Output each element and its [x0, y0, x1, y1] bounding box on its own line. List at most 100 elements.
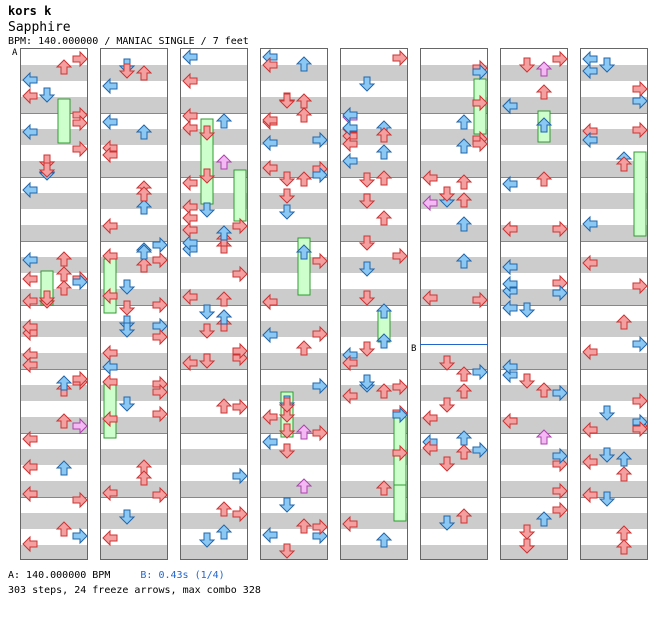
blue-arrow-icon: [455, 114, 473, 130]
blue-arrow-icon: [295, 244, 313, 260]
blue-arrow-icon: [182, 49, 198, 66]
red-arrow-icon: [72, 140, 87, 158]
measure-line: [421, 433, 487, 434]
blue-arrow-icon: [455, 138, 473, 154]
red-arrow-icon: [198, 125, 216, 141]
red-arrow-icon: [198, 323, 216, 339]
red-arrow-icon: [72, 50, 87, 68]
red-arrow-icon: [615, 314, 633, 330]
red-arrow-icon: [455, 508, 473, 524]
measure-line: [581, 305, 647, 306]
red-arrow-icon: [358, 193, 376, 209]
blue-arrow-icon: [502, 358, 518, 376]
measure-line: [501, 113, 567, 114]
red-arrow-icon: [72, 370, 87, 388]
measure-line: [581, 433, 647, 434]
blue-arrow-icon: [22, 71, 38, 89]
chart-stats: 303 steps, 24 freeze arrows, max combo 3…: [8, 585, 261, 596]
measure-line: [341, 497, 407, 498]
chart-meta: BPM: 140.000000 / MANIAC SINGLE / 7 feet: [8, 36, 249, 47]
measure-line: [501, 177, 567, 178]
red-arrow-icon: [455, 192, 473, 208]
red-arrow-icon: [278, 188, 296, 204]
red-arrow-icon: [215, 398, 233, 414]
blue-arrow-icon: [582, 215, 598, 233]
arrow-layer: [102, 58, 167, 547]
red-arrow-icon: [152, 251, 167, 269]
red-arrow-icon: [518, 373, 536, 389]
red-arrow-icon: [535, 171, 553, 187]
measure-line: [421, 113, 487, 114]
arrow-layer: [422, 59, 487, 531]
blue-arrow-icon: [135, 199, 153, 215]
red-arrow-icon: [312, 424, 327, 442]
blue-arrow-icon: [295, 56, 313, 72]
measure-line: [101, 177, 167, 178]
red-arrow-icon: [438, 397, 456, 413]
red-arrow-icon: [392, 49, 407, 67]
blue-arrow-icon: [358, 76, 376, 92]
red-arrow-icon: [22, 318, 38, 336]
measure-line: [21, 497, 87, 498]
red-arrow-icon: [182, 72, 198, 90]
red-arrow-icon: [358, 341, 376, 357]
measure-line: [181, 305, 247, 306]
footer-bpm: A: 140.000000 BPM B: 0.43s (1/4): [8, 570, 225, 581]
blue-arrow-icon: [358, 374, 376, 390]
measure-line: [261, 433, 327, 434]
red-arrow-icon: [102, 247, 118, 265]
measure-line: [581, 241, 647, 242]
red-arrow-icon: [22, 458, 38, 476]
measure-line: [101, 369, 167, 370]
blue-arrow-icon: [262, 433, 278, 451]
red-arrow-icon: [342, 354, 358, 372]
red-arrow-icon: [55, 251, 73, 267]
freeze-arrow: [57, 98, 71, 144]
red-arrow-icon: [135, 186, 153, 202]
freeze-arrow: [103, 258, 117, 314]
pink-arrow-icon: [295, 478, 313, 494]
measure-line: [101, 305, 167, 306]
measure-line: [181, 497, 247, 498]
blue-arrow-icon: [598, 447, 616, 463]
bpm-b-text: B: 0.43s (1/4): [140, 570, 225, 581]
measure-line: [501, 241, 567, 242]
red-arrow-icon: [615, 539, 633, 555]
red-arrow-icon: [518, 57, 536, 73]
red-arrow-icon: [102, 146, 118, 164]
red-arrow-icon: [102, 287, 118, 305]
blue-arrow-icon: [455, 216, 473, 232]
measure-line: [341, 241, 407, 242]
red-arrow-icon: [375, 210, 393, 226]
red-arrow-icon: [198, 353, 216, 369]
red-arrow-icon: [455, 383, 473, 399]
chart-column: [20, 48, 88, 560]
red-arrow-icon: [518, 538, 536, 554]
blue-arrow-icon: [262, 134, 278, 152]
red-arrow-icon: [278, 443, 296, 459]
red-arrow-icon: [102, 484, 118, 502]
measure-line: [261, 305, 327, 306]
red-arrow-icon: [422, 289, 438, 307]
red-arrow-icon: [312, 518, 327, 536]
blue-arrow-icon: [552, 447, 567, 465]
red-arrow-icon: [232, 342, 247, 360]
red-arrow-icon: [502, 220, 518, 238]
blue-arrow-icon: [118, 322, 136, 338]
red-arrow-icon: [22, 87, 38, 105]
red-arrow-icon: [182, 119, 198, 137]
measure-line: [101, 497, 167, 498]
red-arrow-icon: [22, 356, 38, 374]
red-arrow-icon: [295, 340, 313, 356]
red-arrow-icon: [582, 453, 598, 471]
measure-line: [261, 113, 327, 114]
pink-arrow-icon: [215, 154, 233, 170]
red-arrow-icon: [472, 135, 487, 153]
freeze-arrow: [633, 151, 647, 237]
red-arrow-icon: [22, 430, 38, 448]
measure-line: [421, 305, 487, 306]
red-arrow-icon: [262, 159, 278, 177]
blue-arrow-icon: [215, 309, 233, 325]
red-arrow-icon: [375, 480, 393, 496]
blue-arrow-icon: [375, 303, 393, 319]
